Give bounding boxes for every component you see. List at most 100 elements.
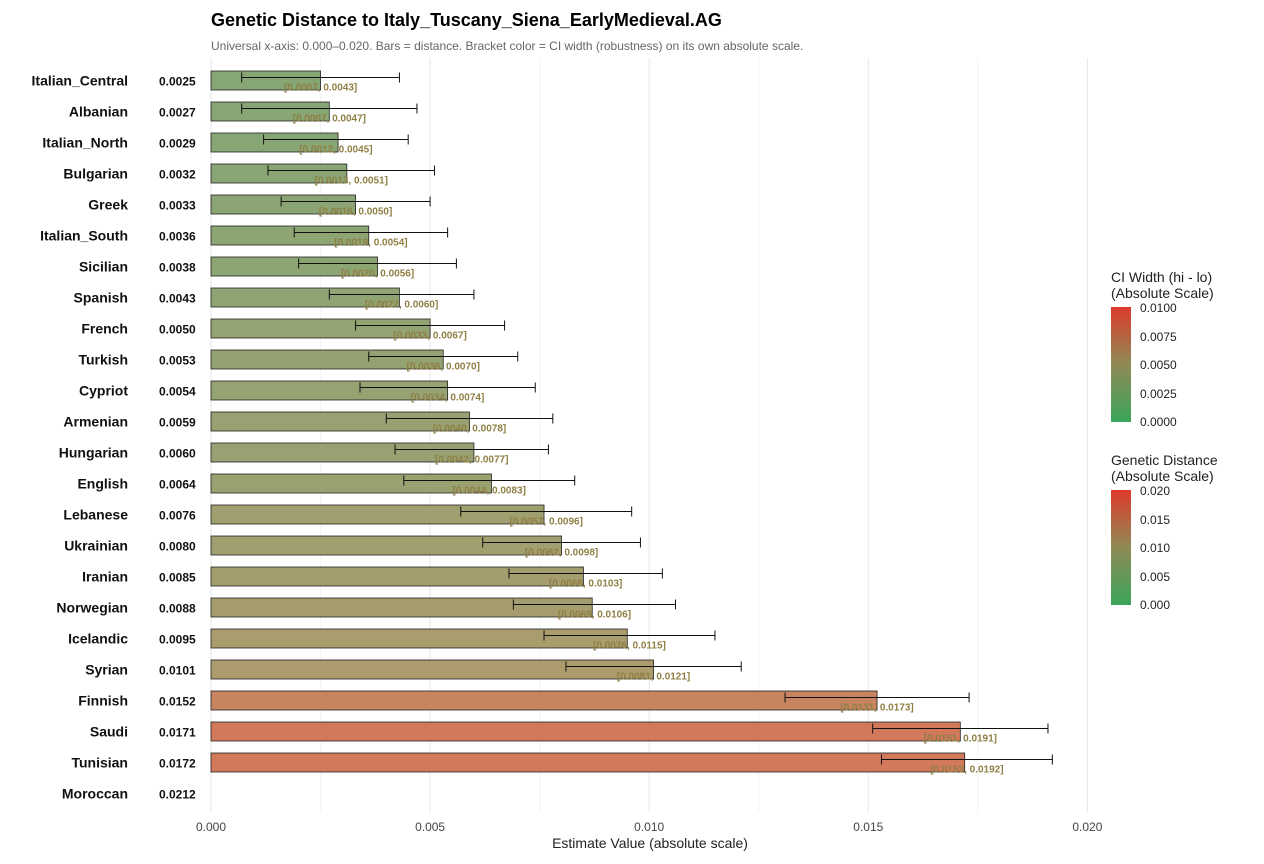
value-label: 0.0064	[159, 478, 196, 492]
bar	[210, 597, 593, 618]
ci-label: [0.0012, 0.0045]	[299, 145, 372, 156]
value-label: 0.0085	[159, 571, 196, 585]
ci-label: [0.0036, 0.0070]	[407, 362, 480, 373]
ci-label: [0.0057, 0.0096]	[510, 517, 583, 528]
ci-label: [0.0069, 0.0106]	[558, 610, 631, 621]
bar	[210, 349, 444, 370]
ci-width-legend-title: CI Width (hi - lo) (Absolute Scale)	[1111, 269, 1214, 301]
category-label: Italian_Central	[32, 73, 128, 89]
x-axis-title: Estimate Value (absolute scale)	[552, 835, 748, 851]
category-label: Tunisian	[71, 755, 128, 771]
x-tick-label: 0.005	[415, 820, 445, 834]
bar	[210, 721, 961, 742]
bar	[210, 504, 545, 525]
category-label: Hungarian	[59, 445, 128, 461]
category-label: Bulgarian	[63, 166, 128, 182]
category-label: Italian_South	[40, 228, 128, 244]
bar	[210, 535, 562, 556]
bar	[210, 473, 492, 494]
distance-tick: 0.005	[1140, 570, 1171, 584]
value-label: 0.0036	[159, 230, 196, 244]
ci-label: [0.0076, 0.0115]	[593, 641, 666, 652]
category-label: Cypriot	[79, 383, 128, 399]
x-tick-label: 0.010	[634, 820, 664, 834]
category-label: Saudi	[90, 724, 128, 740]
value-label: 0.0088	[159, 602, 196, 616]
bar	[210, 256, 378, 277]
value-label: 0.0171	[159, 726, 196, 740]
ci-label: [0.0007, 0.0047]	[293, 114, 366, 125]
ci-label: [0.0068, 0.0103]	[549, 579, 622, 590]
value-label: 0.0054	[159, 385, 196, 399]
value-label: 0.0043	[159, 292, 196, 306]
category-label: French	[81, 321, 128, 337]
value-label: 0.0050	[159, 323, 196, 337]
value-label: 0.0080	[159, 540, 196, 554]
bar	[210, 411, 470, 432]
ci-label: [0.0131, 0.0173]	[840, 703, 913, 714]
bar	[210, 442, 475, 463]
distance-tick: 0.020	[1140, 484, 1171, 498]
bar	[210, 318, 431, 339]
ci-label: [0.0033, 0.0067]	[393, 331, 466, 342]
ci-width-tick: 0.0075	[1140, 330, 1177, 344]
bar	[210, 690, 878, 711]
bar	[210, 659, 654, 680]
ci-label: [0.0042, 0.0077]	[435, 455, 508, 466]
value-label: 0.0038	[159, 261, 196, 275]
ci-label: [0.0040, 0.0078]	[433, 424, 506, 435]
category-label: Syrian	[85, 662, 128, 678]
category-label: Italian_North	[42, 135, 128, 151]
chart-title: Genetic Distance to Italy_Tuscany_Siena_…	[211, 10, 722, 30]
value-label: 0.0033	[159, 199, 196, 213]
distance-tick: 0.010	[1140, 541, 1171, 555]
ci-width-tick: 0.0050	[1140, 358, 1177, 372]
ci-label: [0.0016, 0.0050]	[319, 207, 392, 218]
value-label: 0.0152	[159, 695, 196, 709]
ci-label: [0.0151, 0.0191]	[924, 734, 997, 745]
value-label: 0.0027	[159, 106, 196, 120]
value-label: 0.0172	[159, 757, 196, 771]
ci-width-tick: 0.0000	[1140, 415, 1177, 429]
bar	[210, 380, 449, 401]
bar	[210, 70, 321, 91]
value-label: 0.0060	[159, 447, 196, 461]
x-tick-label: 0.000	[196, 820, 226, 834]
category-label: Finnish	[78, 693, 128, 709]
value-label: 0.0025	[159, 75, 196, 89]
category-label: Icelandic	[68, 631, 128, 647]
chart-subtitle: Universal x-axis: 0.000–0.020. Bars = di…	[211, 39, 804, 53]
category-label: Sicilian	[79, 259, 128, 275]
ci-label: [0.0153, 0.0192]	[930, 765, 1003, 776]
bar	[210, 287, 400, 308]
bar	[210, 194, 357, 215]
value-label: 0.0076	[159, 509, 196, 523]
ci-label: [0.0081, 0.0121]	[617, 672, 690, 683]
value-label: 0.0059	[159, 416, 196, 430]
bar	[210, 163, 348, 184]
ci-label: [0.0062, 0.0098]	[525, 548, 598, 559]
category-label: Spanish	[74, 290, 128, 306]
bar	[210, 101, 330, 122]
category-label: Greek	[88, 197, 128, 213]
category-label: Turkish	[78, 352, 128, 368]
value-label: 0.0032	[159, 168, 196, 182]
value-label: 0.0029	[159, 137, 196, 151]
bar	[210, 566, 584, 587]
category-label: Norwegian	[56, 600, 128, 616]
category-label: Lebanese	[63, 507, 128, 523]
ci-label: [0.0034, 0.0074]	[411, 393, 484, 404]
value-label: 0.0101	[159, 664, 196, 678]
bar	[210, 132, 339, 153]
ci-label: [0.0044, 0.0083]	[453, 486, 526, 497]
ci-label: [0.0020, 0.0056]	[341, 269, 414, 280]
x-tick-label: 0.015	[853, 820, 883, 834]
value-label: 0.0095	[159, 633, 196, 647]
bar	[210, 225, 370, 246]
bar	[210, 628, 628, 649]
ci-width-tick: 0.0100	[1140, 301, 1177, 315]
ci-label: [0.0019, 0.0054]	[334, 238, 407, 249]
ci-width-tick: 0.0025	[1140, 387, 1177, 401]
category-label: Armenian	[63, 414, 128, 430]
